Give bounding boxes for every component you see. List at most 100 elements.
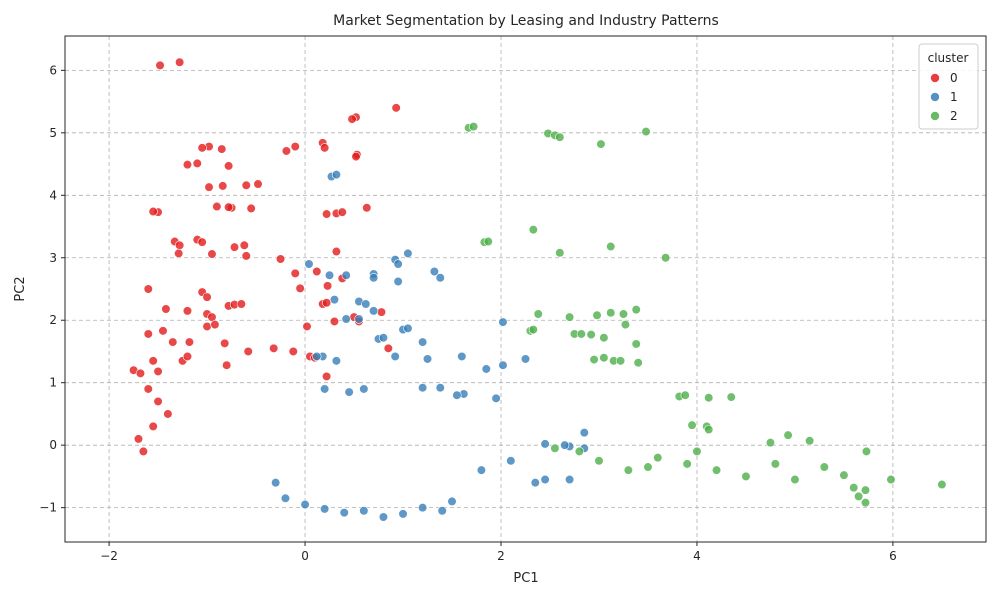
y-tick-label: 0 [49, 438, 57, 452]
data-point [704, 393, 714, 403]
data-point [361, 299, 371, 309]
data-point [498, 317, 508, 327]
data-point [135, 368, 146, 378]
data-point [197, 143, 207, 153]
data-point [530, 478, 540, 488]
data-point [564, 474, 575, 485]
data-point [435, 273, 445, 283]
data-point [599, 333, 609, 343]
data-point [653, 453, 663, 463]
data-point [631, 305, 641, 315]
data-point [937, 479, 947, 490]
y-axis-ticks: −1 0 1 2 3 4 5 6 [39, 63, 65, 515]
y-tick-label: 1 [49, 376, 57, 390]
data-point [429, 266, 439, 277]
data-point [468, 121, 479, 132]
data-point [304, 259, 314, 269]
data-point [174, 248, 184, 258]
data-point [576, 329, 586, 339]
x-tick-label: 6 [889, 549, 897, 563]
data-point [324, 270, 335, 280]
data-point [682, 459, 692, 469]
data-point [596, 139, 606, 149]
data-point [153, 366, 163, 377]
data-point [860, 498, 871, 508]
data-point [322, 371, 332, 382]
data-point [246, 203, 256, 214]
data-point [192, 158, 202, 169]
data-point [839, 470, 849, 480]
data-point [661, 253, 671, 263]
series-1 [271, 170, 589, 522]
data-point [528, 225, 538, 235]
data-point [592, 310, 602, 320]
data-point [359, 506, 369, 516]
data-point [599, 353, 609, 363]
legend-items: 0 1 2 [930, 71, 958, 123]
data-point [594, 456, 604, 466]
data-point [295, 283, 305, 293]
data-point [337, 207, 347, 217]
data-point [253, 179, 263, 189]
data-point [148, 421, 158, 432]
data-point [280, 493, 291, 503]
data-point [483, 236, 493, 247]
data-point [383, 343, 393, 353]
data-point [741, 471, 751, 482]
data-point [447, 496, 457, 506]
data-point [341, 270, 351, 280]
data-point [390, 351, 400, 362]
legend-marker [930, 111, 940, 121]
x-tick-label: −2 [100, 549, 118, 563]
data-point [692, 446, 702, 457]
data-point [148, 356, 158, 366]
data-point [770, 459, 780, 469]
series-0 [128, 57, 401, 457]
data-point [222, 360, 232, 370]
data-point [491, 393, 501, 403]
data-point [643, 462, 653, 472]
data-point [168, 337, 178, 347]
data-point [218, 181, 228, 191]
data-point [615, 356, 626, 366]
data-point [362, 203, 372, 213]
data-point [312, 266, 322, 277]
data-point [158, 326, 168, 336]
data-point [143, 384, 153, 394]
data-point [359, 384, 369, 394]
data-point [506, 456, 516, 466]
x-axis-ticks: −2 0 2 4 6 [100, 542, 897, 563]
data-point [540, 439, 550, 449]
data-point [369, 306, 379, 316]
y-tick-label: 5 [49, 126, 57, 140]
data-point [300, 499, 310, 510]
data-point [347, 114, 357, 124]
x-tick-label: 2 [497, 549, 505, 563]
data-point [331, 170, 342, 180]
data-point [435, 383, 445, 393]
data-point [133, 434, 144, 444]
data-point [339, 508, 349, 518]
data-point [393, 276, 403, 287]
data-point [631, 339, 641, 349]
data-point [711, 465, 722, 475]
y-axis-label: PC2 [13, 276, 28, 301]
data-point [618, 309, 629, 319]
data-point [528, 325, 538, 335]
data-point [269, 343, 279, 353]
data-point [182, 306, 193, 316]
chart-title: Market Segmentation by Leasing and Indus… [333, 13, 719, 29]
data-point [574, 446, 584, 457]
x-axis-label: PC1 [513, 571, 538, 586]
data-point [220, 338, 230, 348]
data-point [197, 237, 207, 247]
data-point [860, 485, 871, 495]
data-point [288, 346, 298, 357]
data-point [476, 465, 487, 475]
legend-marker [930, 92, 940, 102]
data-point [241, 180, 251, 190]
data-point [623, 465, 633, 475]
legend-title: cluster [928, 51, 969, 65]
data-point [281, 146, 292, 156]
data-point [633, 358, 643, 368]
